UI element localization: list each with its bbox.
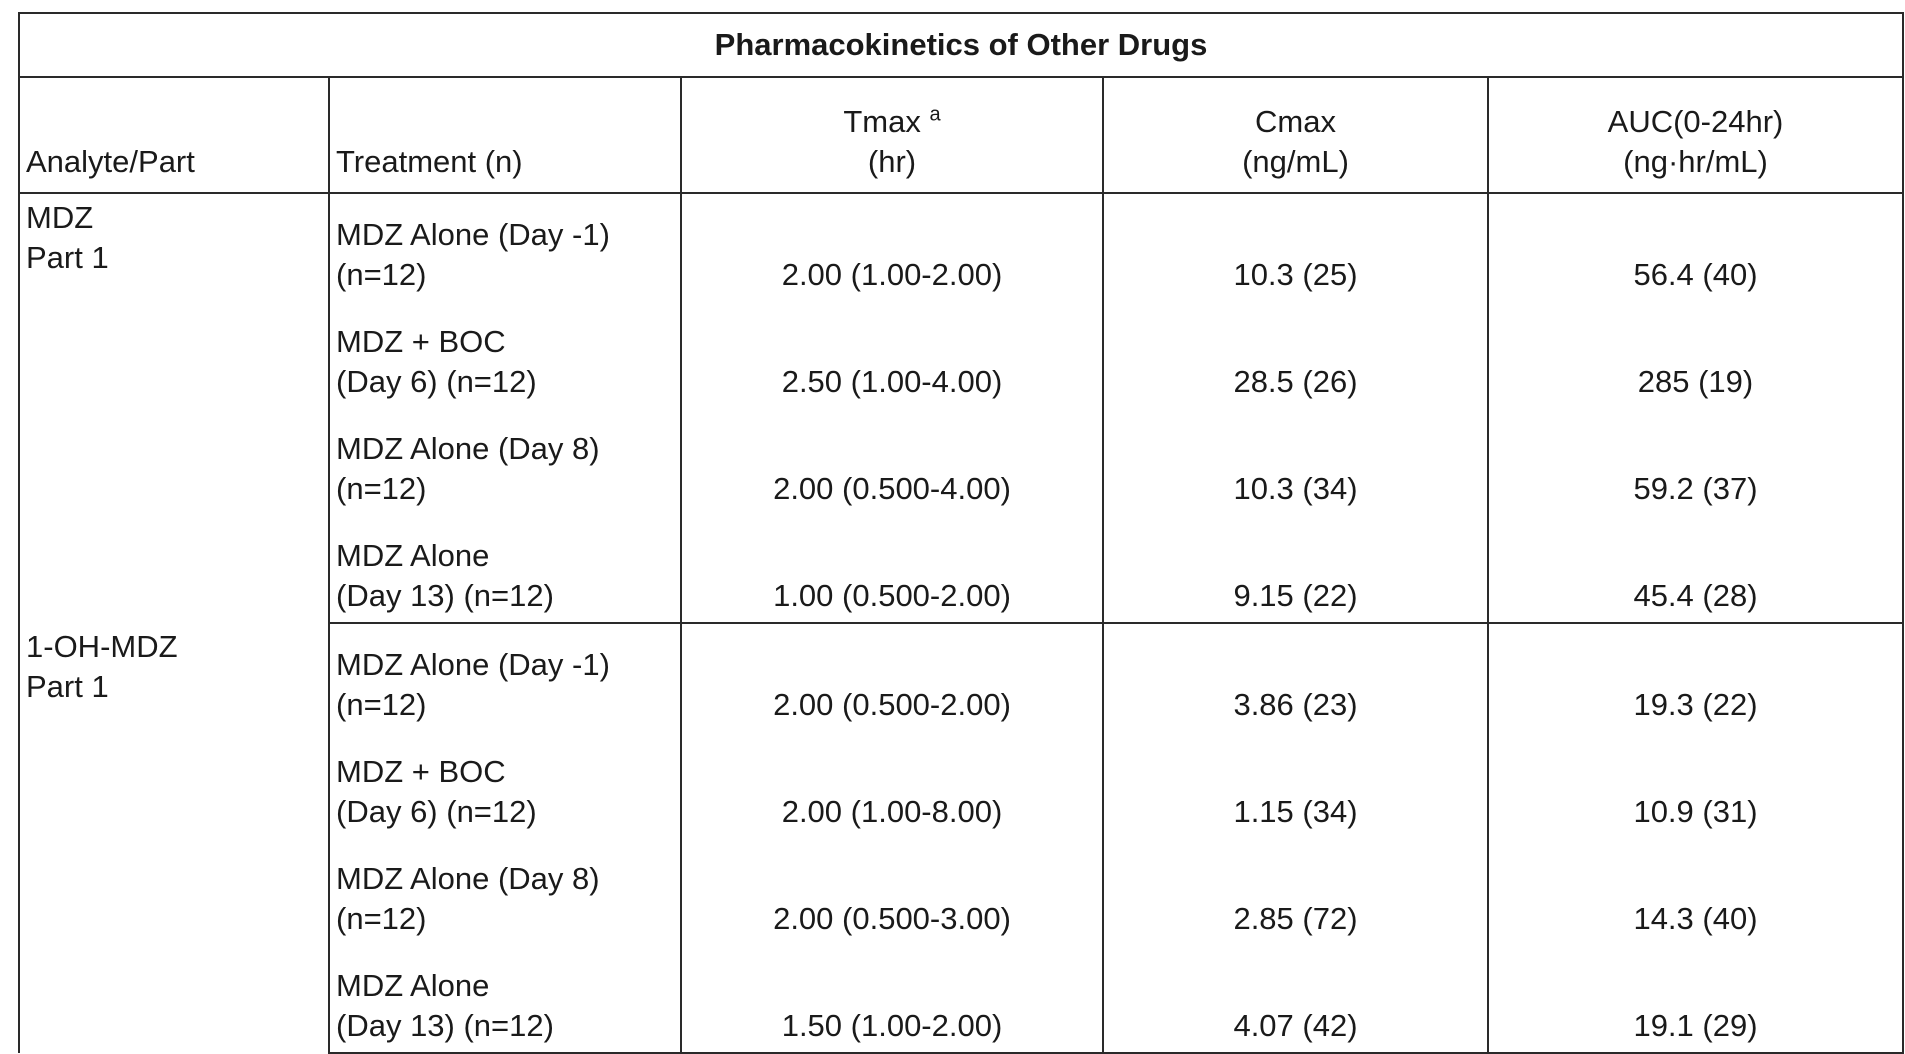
treatment-line-1: MDZ + BOC — [336, 752, 680, 792]
header-auc: AUC(0-24hr) (ng·hr/mL) — [1488, 77, 1903, 193]
pk-table-container: Pharmacokinetics of Other Drugs Analyte/… — [18, 12, 1902, 1054]
cmax-cell: 2.85 (72) — [1103, 838, 1488, 945]
header-auc-label: AUC(0-24hr) — [1489, 102, 1902, 142]
treatment-line-2: (n=12) — [336, 685, 680, 725]
cmax-cell: 28.5 (26) — [1103, 301, 1488, 408]
tmax-cell: 2.50 (1.00-4.00) — [681, 301, 1103, 408]
pharmacokinetics-table: Pharmacokinetics of Other Drugs Analyte/… — [18, 12, 1904, 1054]
header-cmax: Cmax (ng/mL) — [1103, 77, 1488, 193]
treatment-line-2: (n=12) — [336, 899, 680, 939]
treatment-line-2: (n=12) — [336, 469, 680, 509]
auc-cell: 285 (19) — [1488, 301, 1903, 408]
treatment-line-1: MDZ + BOC — [336, 322, 680, 362]
treatment-line-1: MDZ Alone — [336, 536, 680, 576]
tmax-cell: 1.50 (1.00-2.00) — [681, 945, 1103, 1053]
table-title: Pharmacokinetics of Other Drugs — [19, 13, 1903, 77]
cmax-cell: 3.86 (23) — [1103, 623, 1488, 731]
tmax-cell: 2.00 (0.500-2.00) — [681, 623, 1103, 731]
treatment-cell: MDZ + BOC (Day 6) (n=12) — [329, 731, 681, 838]
tmax-cell: 2.00 (0.500-4.00) — [681, 408, 1103, 515]
cmax-cell: 4.07 (42) — [1103, 945, 1488, 1053]
table-row: MDZ Part 1 MDZ Alone (Day -1) (n=12) 2.0… — [19, 193, 1903, 301]
treatment-line-1: MDZ Alone (Day 8) — [336, 429, 680, 469]
treatment-line-2: (Day 13) (n=12) — [336, 576, 680, 616]
auc-cell: 45.4 (28) — [1488, 515, 1903, 623]
treatment-cell: MDZ Alone (Day 13) (n=12) — [329, 945, 681, 1053]
auc-cell: 10.9 (31) — [1488, 731, 1903, 838]
auc-cell: 56.4 (40) — [1488, 193, 1903, 301]
cmax-cell: 10.3 (34) — [1103, 408, 1488, 515]
treatment-cell: MDZ Alone (Day 13) (n=12) — [329, 515, 681, 623]
treatment-line-2: (n=12) — [336, 255, 680, 295]
analyte-cell: 1-OH-MDZ Part 1 — [19, 623, 329, 1053]
cmax-cell: 9.15 (22) — [1103, 515, 1488, 623]
analyte-name: 1-OH-MDZ — [26, 627, 328, 667]
table-header-row: Analyte/Part Treatment (n) Tmax a (hr) C… — [19, 77, 1903, 193]
tmax-cell: 2.00 (0.500-3.00) — [681, 838, 1103, 945]
treatment-cell: MDZ Alone (Day -1) (n=12) — [329, 623, 681, 731]
treatment-line-2: (Day 13) (n=12) — [336, 1006, 680, 1046]
header-treatment: Treatment (n) — [329, 77, 681, 193]
header-auc-unit: (ng·hr/mL) — [1489, 142, 1902, 182]
treatment-line-2: (Day 6) (n=12) — [336, 362, 680, 402]
treatment-cell: MDZ Alone (Day -1) (n=12) — [329, 193, 681, 301]
table-row: 1-OH-MDZ Part 1 MDZ Alone (Day -1) (n=12… — [19, 623, 1903, 731]
cmax-cell: 1.15 (34) — [1103, 731, 1488, 838]
analyte-part: Part 1 — [26, 667, 328, 707]
header-analyte: Analyte/Part — [19, 77, 329, 193]
tmax-cell: 2.00 (1.00-8.00) — [681, 731, 1103, 838]
header-tmax-unit: (hr) — [682, 142, 1102, 182]
auc-cell: 19.1 (29) — [1488, 945, 1903, 1053]
treatment-cell: MDZ Alone (Day 8) (n=12) — [329, 408, 681, 515]
header-cmax-label: Cmax — [1104, 102, 1487, 142]
auc-cell: 14.3 (40) — [1488, 838, 1903, 945]
tmax-cell: 1.00 (0.500-2.00) — [681, 515, 1103, 623]
analyte-name: MDZ — [26, 198, 328, 238]
header-tmax-label: Tmax — [843, 104, 921, 139]
treatment-line-1: MDZ Alone (Day -1) — [336, 645, 680, 685]
header-cmax-unit: (ng/mL) — [1104, 142, 1487, 182]
auc-cell: 59.2 (37) — [1488, 408, 1903, 515]
cmax-cell: 10.3 (25) — [1103, 193, 1488, 301]
treatment-line-1: MDZ Alone (Day -1) — [336, 215, 680, 255]
treatment-cell: MDZ + BOC (Day 6) (n=12) — [329, 301, 681, 408]
tmax-cell: 2.00 (1.00-2.00) — [681, 193, 1103, 301]
analyte-cell: MDZ Part 1 — [19, 193, 329, 623]
table-title-row: Pharmacokinetics of Other Drugs — [19, 13, 1903, 77]
header-tmax-footnote: a — [930, 104, 941, 126]
auc-cell: 19.3 (22) — [1488, 623, 1903, 731]
header-tmax: Tmax a (hr) — [681, 77, 1103, 193]
treatment-cell: MDZ Alone (Day 8) (n=12) — [329, 838, 681, 945]
analyte-part: Part 1 — [26, 238, 328, 278]
table-body: MDZ Part 1 MDZ Alone (Day -1) (n=12) 2.0… — [19, 193, 1903, 1053]
treatment-line-1: MDZ Alone — [336, 966, 680, 1006]
treatment-line-1: MDZ Alone (Day 8) — [336, 859, 680, 899]
treatment-line-2: (Day 6) (n=12) — [336, 792, 680, 832]
